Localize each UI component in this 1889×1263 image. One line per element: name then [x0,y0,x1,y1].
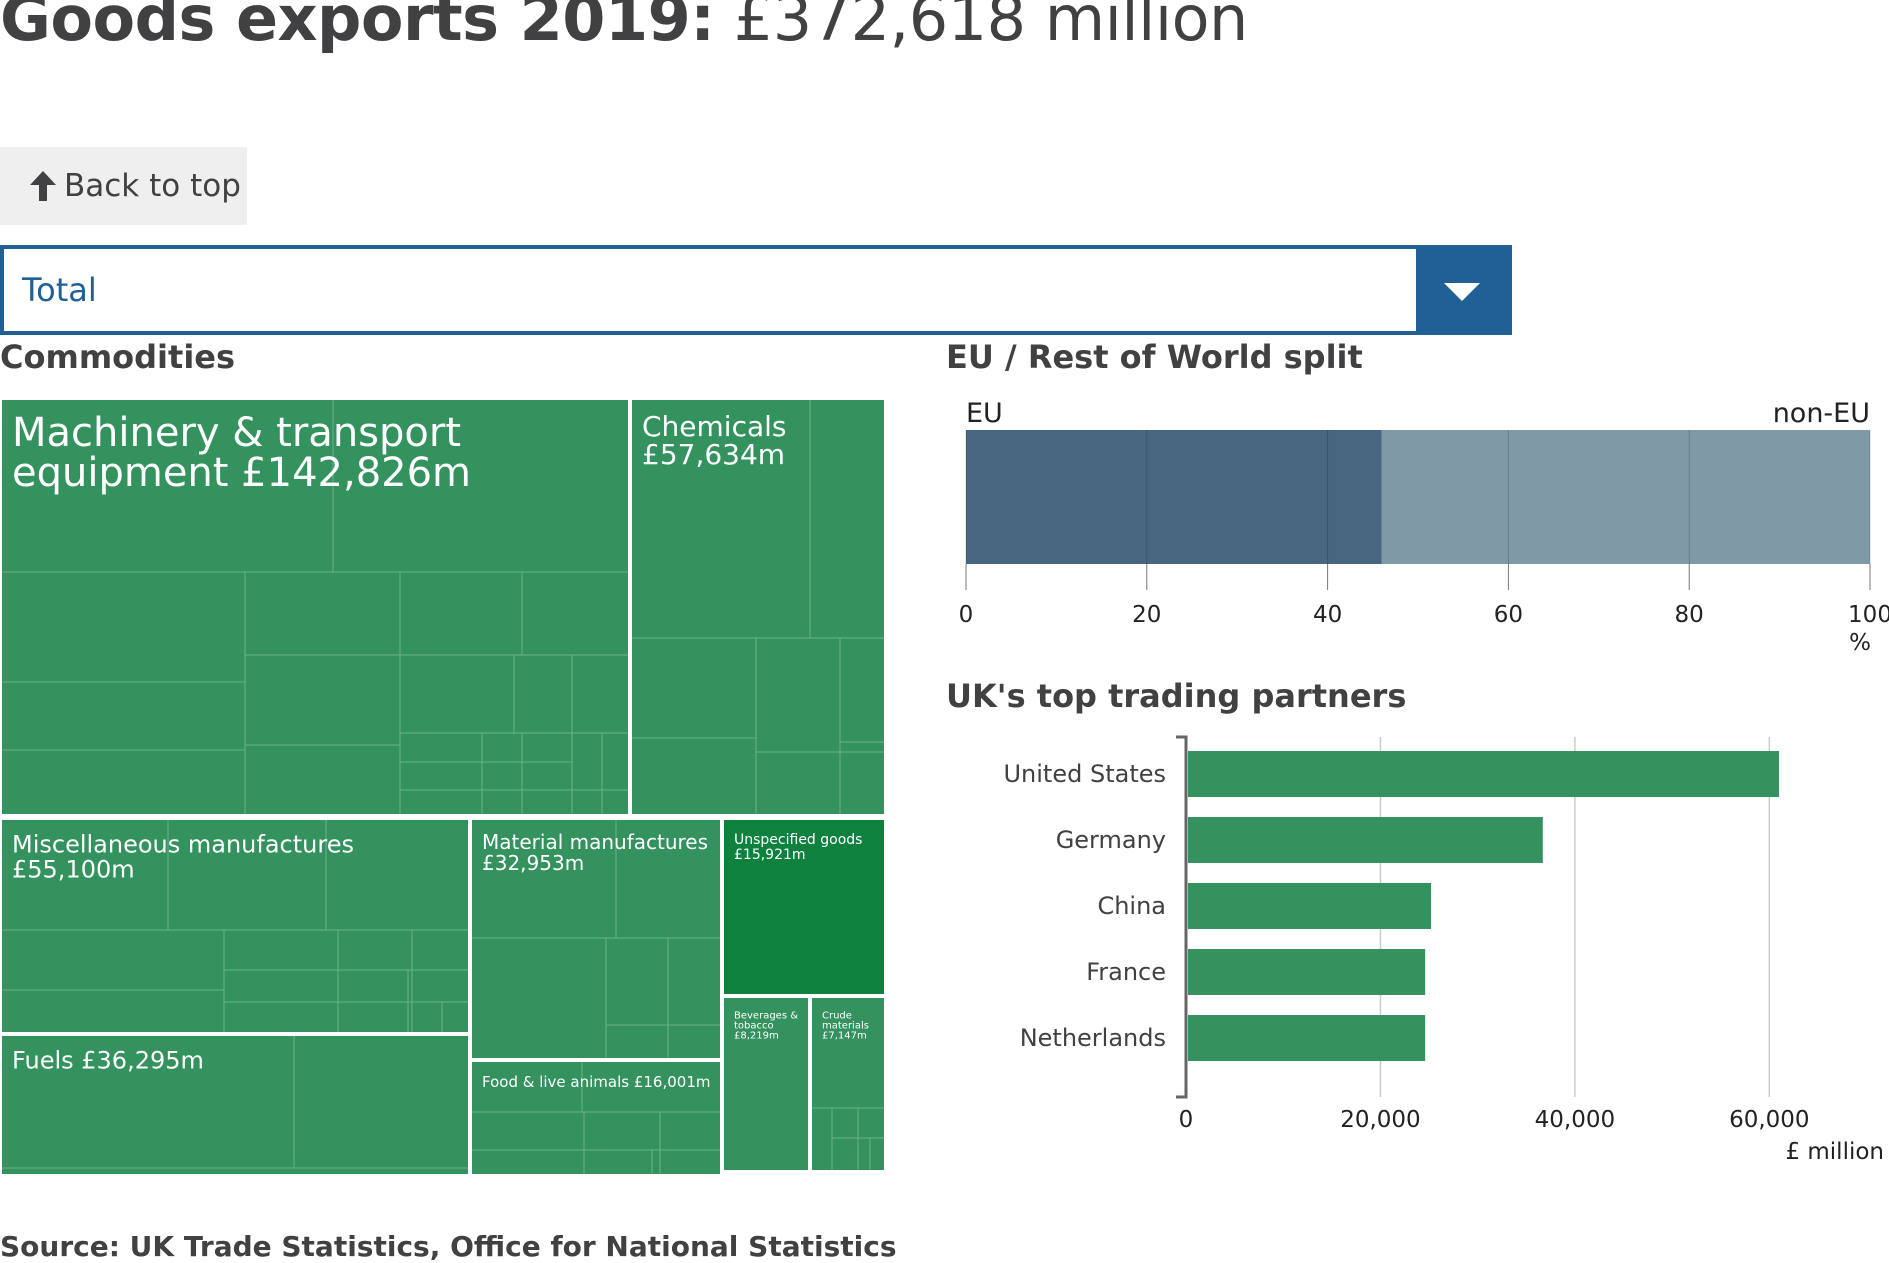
arrow-up-icon [30,171,56,201]
eu-split-chart: EU non-EU 0 20 40 60 80 100% [959,398,1889,656]
eu-legend-label: EU [966,398,1003,429]
treemap-cell-miscellaneous-manufactures: Miscellaneous manufactures £55,100m [2,820,468,1032]
partners-axis-unit: £ million [1785,1139,1884,1165]
treemap-cell-label: Miscellaneous manufactures £55,100m [12,830,354,883]
treemap-cell-label: Food & live animals £16,001m [482,1073,710,1091]
partner-bar-netherlands [1188,1015,1426,1061]
treemap-cell-unspecified-goods: Unspecified goods £15,921m [724,820,884,994]
eu-axis-unit: % [1849,630,1871,656]
dropdown-toggle-button[interactable] [1416,249,1508,331]
treemap-cell-label: Chemicals £57,634m [642,410,787,471]
treemap-cell-food-live-animals: Food & live animals £16,001m [472,1062,720,1174]
page-title: Goods exports 2019: £372,618 million [0,0,1248,55]
partner-bar-united-states [1188,751,1780,797]
treemap-cell-chemicals: Chemicals £57,634m [632,400,884,814]
treemap-cell-rect [472,1062,720,1174]
treemap-cell-label: Crude materials £7,147m [822,1011,869,1042]
non-eu-legend-label: non-EU [1773,398,1870,429]
partner-bar-china [1188,883,1431,929]
treemap-cell-label: Machinery & transport equipment £142,826m [12,410,471,496]
eu-tick-label: 80 [1675,602,1704,628]
eu-tick-label: 0 [959,602,974,628]
partners-tick-label: 60,000 [1729,1107,1809,1133]
eu-tick-label: 40 [1313,602,1342,628]
treemap-cell-label: Beverages & tobacco £8,219m [734,1011,798,1042]
eu-tick-label: 60 [1494,602,1523,628]
page-title-value: £372,618 million [733,0,1249,55]
back-to-top-button[interactable]: Back to top [0,147,247,225]
treemap-cell-material-manufactures: Material manufactures £32,953m [472,820,720,1058]
partner-label: United States [1003,760,1166,788]
source-note: Source: UK Trade Statistics, Office for … [0,1230,897,1263]
partners-chart: 0 20,000 40,000 60,000 United States Germany C… [1003,735,1884,1165]
treemap-cell-fuels: Fuels £36,295m [2,1036,468,1174]
treemap-cell-rect [632,400,884,814]
treemap-cell-crude-materials: Crude materials £7,147m [812,998,884,1170]
back-to-top-label: Back to top [64,168,241,204]
partner-label: France [1086,958,1166,986]
treemap-cell-machinery-transport-equipment: Machinery & transport equipment £142,826m [2,400,628,814]
partners-axis-line [1176,735,1188,1099]
treemap-cell-rect [724,820,884,994]
treemap-cell-rect [2,820,468,1032]
eu-tick-label: 100 [1848,602,1889,628]
commodity-select-value: Total [22,271,97,309]
partner-bar-france [1188,949,1426,995]
partner-label: China [1097,892,1166,920]
chevron-down-icon [1444,283,1480,301]
treemap-cell-label: Unspecified goods £15,921m [734,832,862,863]
eu-tick-label: 20 [1132,602,1161,628]
commodity-select[interactable]: Total [0,245,1512,335]
page-title-heading: Goods exports 2019: [0,0,715,55]
partner-bar-germany [1188,817,1543,863]
treemap-cell-beverages-tobacco: Beverages & tobacco £8,219m [724,998,808,1170]
eu-split-title: EU / Rest of World split [946,338,1363,376]
commodities-title: Commodities [0,338,236,376]
partners-tick-label: 0 [1179,1107,1194,1133]
commodities-treemap: Machinery & transport equipment £142,826m… [2,400,884,1174]
treemap-cell-rect [2,1036,468,1174]
treemap-cell-label: Material manufactures £32,953m [482,830,708,875]
partners-title: UK's top trading partners [946,677,1407,715]
treemap-cell-rect [812,998,884,1170]
treemap-cell-rect [472,820,720,1058]
partner-label: Germany [1056,826,1166,854]
partners-tick-label: 20,000 [1340,1107,1420,1133]
eu-split-bar-eu [966,430,1382,564]
eu-split-bar-non-eu [1381,430,1870,564]
partners-tick-label: 40,000 [1535,1107,1615,1133]
treemap-cell-rect [724,998,808,1170]
partner-label: Netherlands [1020,1024,1166,1052]
treemap-cell-label: Fuels £36,295m [12,1046,204,1074]
